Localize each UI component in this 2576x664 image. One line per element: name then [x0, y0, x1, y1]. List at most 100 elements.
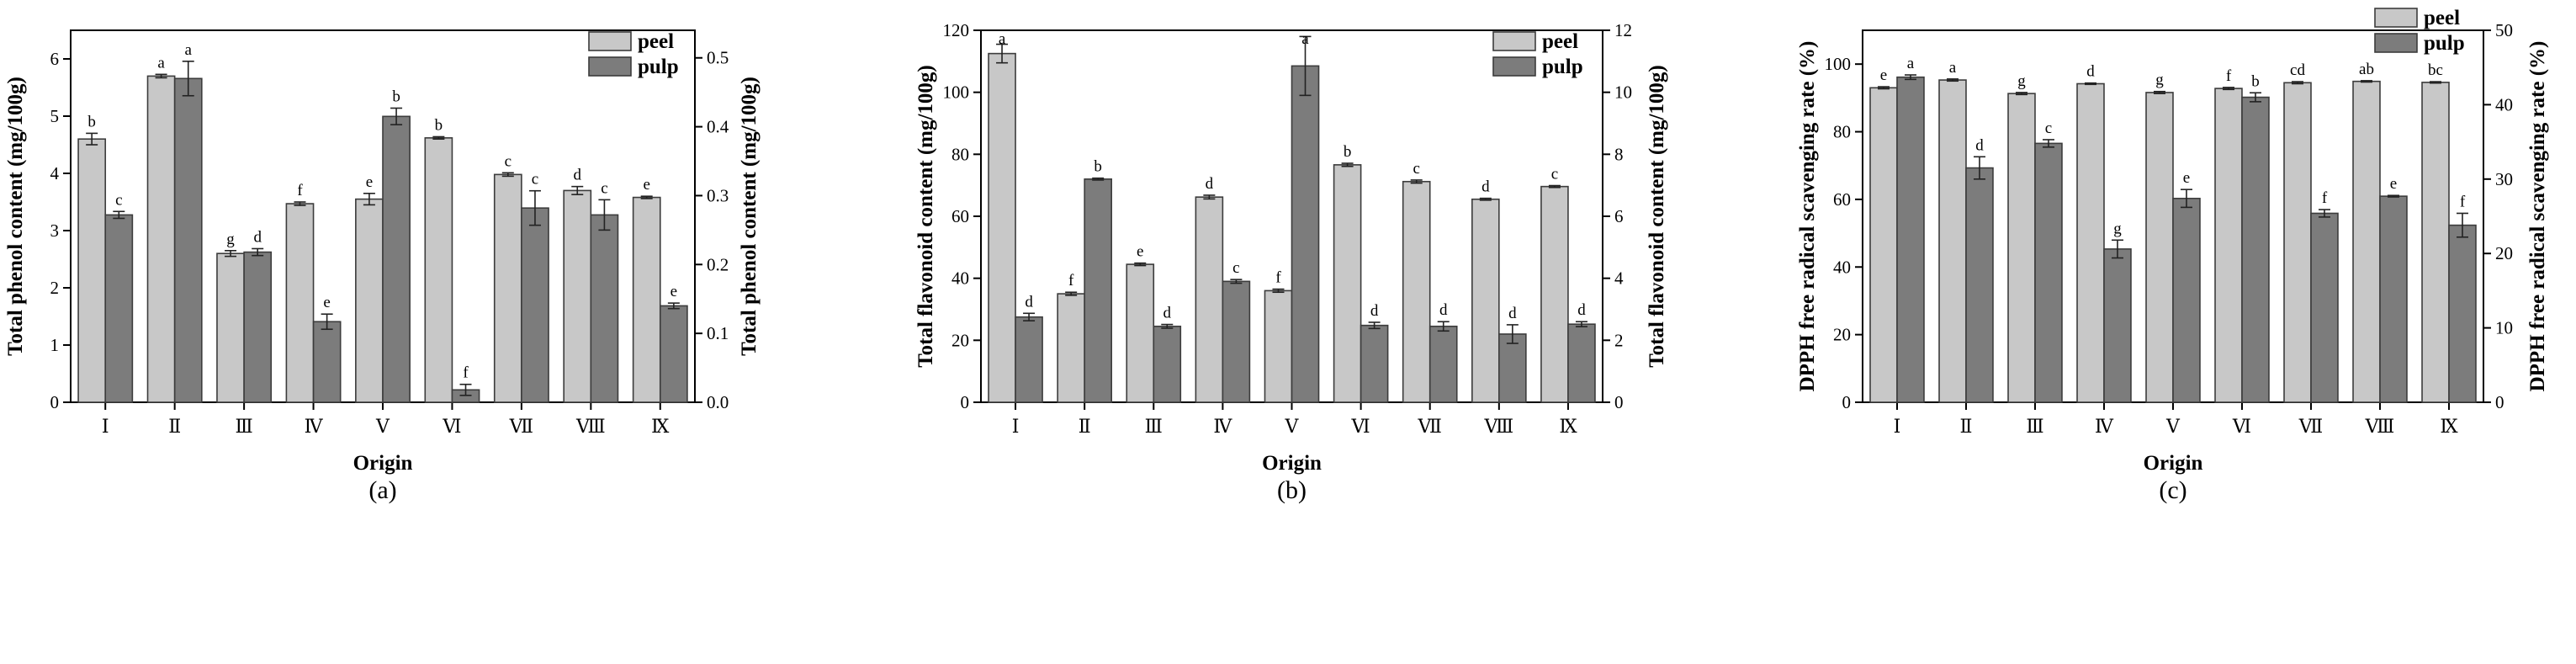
x-tick-label: Ⅶ [2298, 416, 2323, 437]
legend-label-peel: peel [1542, 30, 1578, 53]
x-tick-label: Ⅰ [1894, 416, 1901, 437]
peel-bar [1471, 198, 1500, 403]
pulp-significance-letter: b [392, 88, 400, 105]
peel-significance-letter: a [999, 30, 1006, 48]
pulp-bar [1084, 178, 1112, 403]
pulp-significance-letter: a [1301, 30, 1309, 48]
x-tick-label: Ⅸ [2440, 416, 2458, 437]
pulp-bar [1567, 323, 1596, 403]
pulp-significance-letter: f [463, 364, 469, 382]
pulp-bar [659, 305, 688, 403]
pulp-significance-letter: f [2322, 189, 2328, 207]
legend-swatch-peel [588, 31, 632, 51]
pulp-significance-letter: e [671, 283, 677, 300]
pulp-bar [173, 77, 203, 403]
x-tick-label: Ⅸ [651, 416, 670, 437]
peel-bar [1057, 293, 1085, 403]
right-y-tick-label: 10 [1614, 82, 1632, 103]
peel-significance-letter: b [87, 113, 96, 130]
peel-bar [1540, 185, 1569, 403]
peel-bar [1333, 164, 1362, 403]
legend-swatch-pulp [1492, 56, 1536, 77]
x-axis-title: Origin [1262, 452, 1322, 475]
peel-significance-letter: e [1137, 243, 1143, 261]
pulp-bar [382, 115, 411, 403]
right-y-tick-label: 12 [1614, 20, 1632, 40]
pulp-significance-letter: a [185, 41, 193, 59]
panel-label: (c) [2159, 476, 2186, 504]
pulp-significance-letter: d [1163, 305, 1172, 322]
legend-label-pulp: pulp [1542, 56, 1583, 78]
pulp-bar [312, 321, 342, 403]
right-y-tick-label: 40 [2495, 94, 2513, 114]
pulp-bar [1222, 280, 1251, 403]
pulp-significance-letter: b [1094, 158, 1102, 176]
peel-significance-letter: a [1949, 59, 1957, 77]
x-tick-label: Ⅳ [1213, 416, 1232, 437]
left-y-tick-label: 5 [50, 106, 60, 126]
left-axis-title: Total phenol content (mg/100g) [4, 77, 27, 356]
x-tick-label: Ⅴ [375, 416, 390, 437]
legend-swatch-pulp [2374, 33, 2418, 53]
peel-significance-letter: e [643, 176, 649, 194]
legend-swatch-peel [1492, 31, 1536, 51]
pulp-significance-letter: c [115, 191, 122, 209]
x-tick-label: Ⅲ [2026, 416, 2043, 437]
left-y-tick-label: 3 [50, 220, 60, 241]
right-y-tick-label: 0.4 [707, 117, 729, 137]
peel-significance-letter: f [297, 182, 303, 199]
pulp-bar [2448, 224, 2477, 403]
peel-significance-letter: d [1206, 175, 1214, 193]
right-y-tick-label: 0.3 [707, 185, 729, 205]
pulp-bar [1360, 324, 1389, 403]
peel-bar [146, 75, 176, 403]
peel-significance-letter: b [435, 116, 443, 134]
left-y-tick-label: 40 [951, 268, 969, 289]
x-tick-label: Ⅷ [1484, 416, 1514, 437]
left-axis-title: DPPH free radical scavenging rate (%) [1796, 41, 1819, 392]
peel-bar [2076, 82, 2105, 403]
peel-bar [1869, 87, 1898, 403]
peel-bar [2214, 88, 2243, 403]
peel-significance-letter: f [2226, 67, 2232, 85]
panel-label: (a) [368, 476, 396, 504]
left-y-tick-label: 0 [961, 392, 970, 412]
pulp-bar [1153, 325, 1182, 403]
pulp-significance-letter: c [601, 179, 607, 197]
pulp-bar [2310, 212, 2339, 403]
peel-bar [1938, 79, 1967, 403]
left-y-tick-label: 2 [50, 278, 60, 298]
pulp-significance-letter: e [323, 294, 330, 311]
pulp-significance-letter: a [1907, 55, 1915, 72]
left-y-tick-label: 120 [943, 20, 970, 40]
left-y-tick-label: 20 [1833, 325, 1851, 345]
x-tick-label: Ⅶ [509, 416, 533, 437]
peel-bar [77, 138, 107, 403]
left-y-tick-label: 4 [50, 163, 60, 183]
x-tick-label: Ⅵ [1351, 416, 1370, 437]
peel-significance-letter: d [574, 167, 582, 184]
pulp-bar [590, 214, 619, 403]
right-y-tick-label: 0.1 [707, 323, 729, 343]
legend-label-peel: peel [638, 30, 674, 53]
right-axis-title: DPPH free radical scavenging rate (%) [2526, 41, 2549, 392]
right-y-tick-label: 50 [2495, 20, 2513, 40]
right-y-tick-label: 0.2 [707, 254, 729, 274]
peel-significance-letter: c [505, 152, 511, 170]
pulp-significance-letter: d [1370, 302, 1379, 320]
x-tick-label: Ⅷ [2365, 416, 2395, 437]
x-tick-label: Ⅴ [2165, 416, 2181, 437]
pulp-bar [521, 207, 549, 403]
right-y-tick-label: 10 [2495, 318, 2513, 338]
x-tick-label: Ⅶ [1418, 416, 1442, 437]
pulp-significance-letter: d [1577, 301, 1586, 319]
peel-significance-letter: d [2086, 63, 2095, 81]
left-y-tick-label: 20 [951, 330, 969, 350]
x-tick-label: Ⅷ [575, 416, 606, 437]
peel-bar [2421, 82, 2450, 403]
peel-bar [2283, 82, 2312, 403]
